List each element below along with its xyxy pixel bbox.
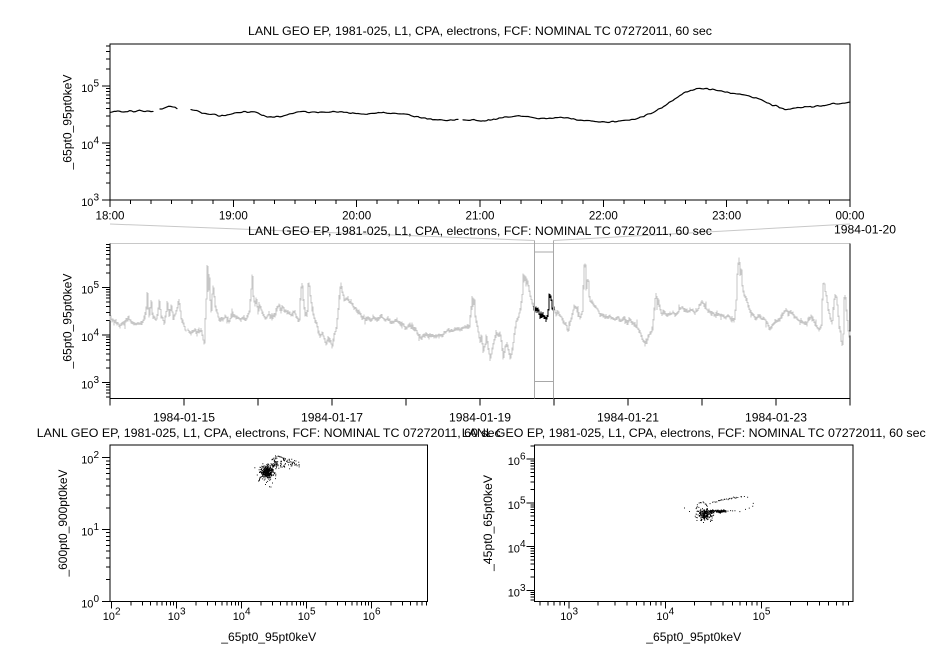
svg-text:1984-01-21: 1984-01-21 (597, 411, 659, 425)
svg-text:20:00: 20:00 (342, 209, 371, 223)
svg-text:_45pt0_65pt0keV: _45pt0_65pt0keV (481, 475, 495, 572)
svg-text:_600pt0_900pt0keV: _600pt0_900pt0keV (56, 470, 70, 578)
svg-text:_65pt0_95pt0keV: _65pt0_95pt0keV (645, 630, 741, 644)
svg-text:1984-01-20: 1984-01-20 (834, 223, 896, 237)
svg-text:1984-01-15: 1984-01-15 (153, 411, 215, 425)
svg-text:LANL GEO EP, 1981-025, L1, CPA: LANL GEO EP, 1981-025, L1, CPA, electron… (248, 224, 712, 238)
svg-text:1984-01-19: 1984-01-19 (449, 411, 511, 425)
svg-text:LANL GEO EP, 1981-025, L1, CPA: LANL GEO EP, 1981-025, L1, CPA, electron… (248, 24, 712, 38)
svg-text:LANL GEO EP, 1981-025, L1, CPA: LANL GEO EP, 1981-025, L1, CPA, electron… (462, 426, 926, 440)
svg-text:22:00: 22:00 (589, 209, 618, 223)
svg-text:_65pt0_95pt0keV: _65pt0_95pt0keV (61, 74, 75, 170)
svg-text:23:00: 23:00 (712, 209, 741, 223)
svg-text:21:00: 21:00 (466, 209, 495, 223)
svg-text:19:00: 19:00 (219, 209, 248, 223)
svg-text:00:00: 00:00 (836, 209, 865, 223)
svg-text:LANL GEO EP, 1981-025, L1, CPA: LANL GEO EP, 1981-025, L1, CPA, electron… (37, 426, 501, 440)
svg-text:_65pt0_95pt0keV: _65pt0_95pt0keV (61, 274, 75, 370)
svg-text:1984-01-17: 1984-01-17 (301, 411, 363, 425)
svg-text:1984-01-23: 1984-01-23 (745, 411, 807, 425)
svg-text:_65pt0_95pt0keV: _65pt0_95pt0keV (220, 630, 316, 644)
svg-text:18:00: 18:00 (96, 209, 125, 223)
